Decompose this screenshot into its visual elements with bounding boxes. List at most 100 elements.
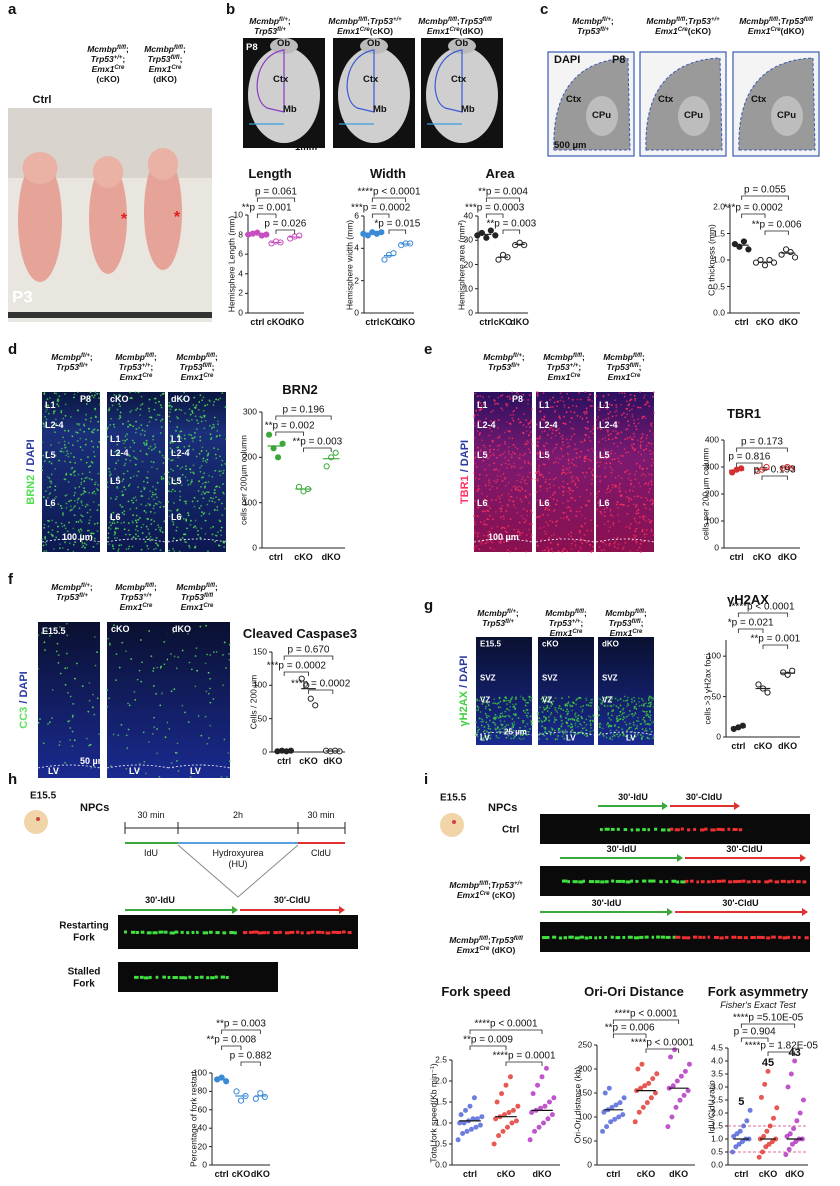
nucleus [542, 513, 545, 516]
nucleus [637, 508, 640, 511]
nucleus [201, 399, 204, 402]
data-point [477, 1122, 483, 1128]
nucleus [640, 736, 643, 739]
gene: Mcmbp [418, 16, 448, 26]
nucleus [52, 547, 55, 550]
nucleus [568, 466, 571, 469]
stain-part: TBR1 [458, 475, 471, 505]
nucleus [144, 540, 147, 543]
data-point [237, 1097, 245, 1104]
y-tick-label: 3.0 [711, 1081, 723, 1092]
nucleus [652, 697, 655, 700]
fiber-segment [562, 879, 568, 883]
nucleus [145, 525, 148, 528]
fiber-segment [167, 975, 171, 979]
chart-title: Fork asymmetry [707, 983, 809, 999]
nucleus [589, 492, 592, 495]
nucleus [622, 708, 624, 711]
nucleus [611, 438, 614, 440]
y-tick-label: 4 [354, 242, 359, 253]
nucleus [490, 411, 493, 413]
nucleus [81, 449, 84, 452]
image-label: LV [190, 766, 201, 777]
nucleus [476, 535, 479, 538]
nucleus [522, 424, 525, 426]
fiber-segment [642, 828, 646, 832]
nucleus [123, 521, 125, 524]
nucleus [636, 719, 638, 722]
nucleus [202, 457, 205, 460]
nucleus [557, 735, 559, 737]
nucleus [159, 530, 162, 533]
nucleus [575, 465, 578, 467]
nucleus [576, 414, 579, 417]
nucleus [579, 722, 581, 725]
nucleus [562, 709, 565, 712]
nucleus [508, 732, 511, 735]
nucleus [57, 441, 60, 444]
nucleus [643, 415, 646, 418]
nucleus [502, 472, 505, 475]
fiber-segment [162, 975, 166, 979]
x-tick-label: cKO [493, 317, 513, 328]
nucleus [117, 527, 119, 530]
nucleus [123, 464, 126, 467]
nucleus [479, 448, 482, 451]
nucleus [201, 511, 203, 514]
nucleus [497, 495, 500, 498]
fiber-segment [721, 879, 726, 883]
nucleus [558, 427, 560, 430]
nucleus [50, 482, 53, 485]
data-point [540, 1120, 546, 1126]
nucleus [475, 409, 478, 412]
nucleus [587, 500, 590, 503]
nucleus [630, 726, 633, 729]
nucleus [125, 548, 128, 550]
nucleus [629, 484, 632, 486]
nucleus [522, 393, 525, 396]
nucleus [83, 542, 86, 545]
nucleus [525, 534, 528, 537]
nucleus [542, 406, 545, 409]
nucleus [45, 457, 48, 459]
nucleus [96, 446, 99, 448]
nucleus [627, 504, 630, 507]
nucleus [621, 413, 623, 416]
gene: Emx1 [609, 628, 633, 638]
nucleus [599, 698, 602, 701]
bracket [737, 612, 789, 617]
nucleus [194, 655, 197, 657]
nucleus [554, 719, 556, 721]
nucleus [639, 444, 642, 447]
p-value: p = 0.055 [744, 184, 786, 196]
nucleus [595, 508, 598, 511]
nucleus [639, 447, 642, 449]
nucleus [583, 734, 586, 736]
y-tick-label: 50 [711, 690, 721, 701]
nucleus [634, 735, 637, 738]
nucleus [488, 734, 491, 737]
nucleus [548, 699, 550, 702]
nucleus [491, 499, 493, 502]
nucleus [134, 528, 137, 531]
nucleus [89, 391, 92, 394]
nucleus [154, 443, 156, 446]
pup-head [22, 152, 58, 184]
nucleus [186, 527, 188, 530]
nucleus [196, 500, 199, 503]
nucleus [47, 525, 50, 528]
nucleus [132, 497, 135, 500]
nucleus [543, 445, 546, 448]
nucleus [180, 515, 183, 518]
nucleus [156, 467, 158, 470]
nucleus [490, 420, 492, 423]
nucleus [108, 470, 111, 473]
nucleus [222, 492, 225, 495]
nucleus [77, 521, 80, 523]
nucleus [509, 397, 512, 400]
nucleus [605, 457, 608, 460]
image-label: L1 [45, 400, 56, 411]
bracket [736, 447, 788, 452]
nucleus [479, 402, 482, 404]
nucleus [571, 479, 574, 482]
